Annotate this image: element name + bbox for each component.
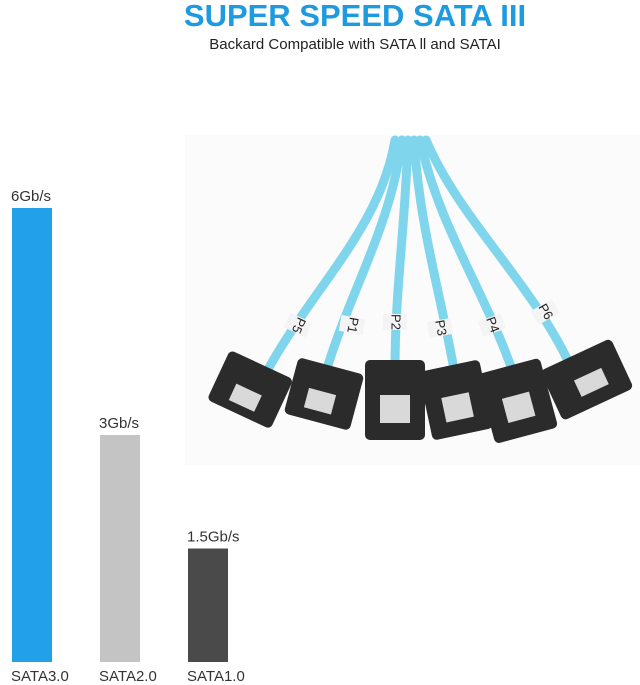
category-label: SATA2.0	[99, 668, 157, 685]
bar	[188, 548, 228, 662]
cable-label: P4	[483, 315, 503, 335]
value-label: 3Gb/s	[99, 415, 139, 432]
cable-label: P1	[344, 316, 362, 334]
product-photo: P5 P1 P2 P3 P4 P6	[185, 135, 640, 465]
chart-title: SUPER SPEED SATA III	[184, 0, 526, 33]
cable-sleeve	[477, 313, 507, 337]
value-label: 6Gb/s	[11, 188, 51, 205]
cables	[260, 135, 575, 383]
category-label: SATA3.0	[11, 668, 69, 685]
chart-subtitle: Backard Compatible with SATA ll and SATA…	[209, 36, 501, 53]
connector-latches	[228, 367, 609, 423]
cable-label: P3	[432, 319, 450, 337]
bar	[100, 435, 140, 662]
bar	[12, 208, 52, 662]
cable-sleeve	[530, 299, 560, 325]
cable-sleeve	[283, 312, 313, 338]
cable-sleeve	[338, 315, 366, 335]
category-label: SATA1.0	[187, 668, 245, 685]
cable-label: P5	[289, 315, 309, 336]
cable-sleeve	[383, 314, 407, 330]
cable-label: P6	[535, 301, 556, 322]
cable-label: P2	[389, 314, 404, 330]
value-label: 1.5Gb/s	[187, 528, 240, 545]
cable-sleeve	[426, 318, 454, 338]
